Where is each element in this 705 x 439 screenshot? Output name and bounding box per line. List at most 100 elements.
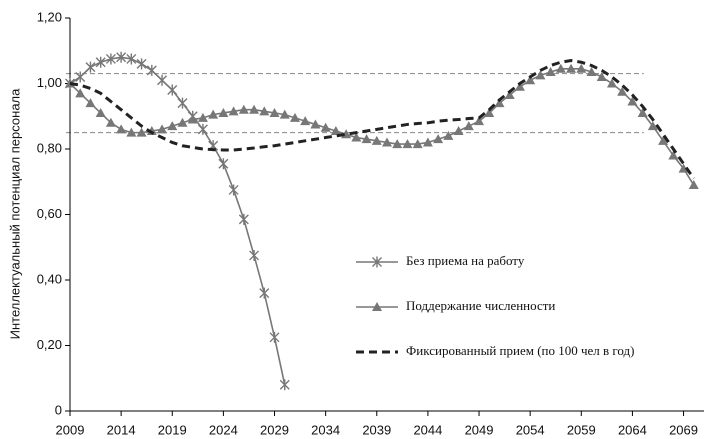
- data-point: [279, 109, 290, 119]
- asterisk-stroke: [279, 379, 290, 391]
- x-tick-label: 2044: [413, 422, 442, 437]
- y-tick-label: 0,40: [37, 271, 62, 286]
- data-point: [249, 249, 260, 261]
- asterisk-stroke: [167, 84, 178, 96]
- data-point: [443, 130, 454, 140]
- legend-label: Поддержание численности: [406, 298, 555, 313]
- data-point: [555, 63, 566, 73]
- data-point: [218, 158, 229, 170]
- data-point: [453, 125, 464, 135]
- data-point: [504, 89, 515, 99]
- data-point: [208, 109, 219, 119]
- data-point: [617, 86, 628, 96]
- data-point: [269, 331, 280, 343]
- data-point: [300, 116, 311, 126]
- asterisk-stroke: [238, 213, 249, 225]
- x-tick-label: 2054: [516, 422, 545, 437]
- legend-label: Фиксированный прием (по 100 чел в год): [406, 343, 635, 358]
- data-point: [95, 107, 106, 117]
- data-point: [259, 106, 270, 116]
- data-point: [494, 98, 505, 108]
- data-point: [658, 135, 669, 145]
- x-tick-label: 2019: [158, 422, 187, 437]
- asterisk-stroke: [177, 97, 188, 109]
- data-point: [177, 97, 188, 109]
- x-tick-label: 2009: [56, 422, 85, 437]
- data-point: [197, 123, 208, 135]
- y-tick-label: 0,20: [37, 337, 62, 352]
- y-tick-label: 0,80: [37, 140, 62, 155]
- data-point: [157, 124, 168, 134]
- data-point: [75, 88, 86, 98]
- x-tick-label: 2069: [669, 422, 698, 437]
- legend-marker: [372, 302, 382, 311]
- data-point: [105, 53, 116, 65]
- data-point: [606, 78, 617, 88]
- data-point: [279, 379, 290, 391]
- y-tick-label: 1,20: [37, 9, 62, 24]
- data-point: [259, 287, 270, 299]
- data-point: [218, 107, 229, 117]
- data-point: [330, 125, 341, 135]
- data-point: [361, 134, 372, 144]
- series-line: [69, 56, 286, 385]
- x-tick-label: 2024: [209, 422, 238, 437]
- data-point: [320, 122, 331, 132]
- data-point: [371, 135, 382, 145]
- data-point: [116, 124, 127, 134]
- data-point: [238, 104, 249, 114]
- data-point: [310, 119, 321, 129]
- data-point: [412, 139, 423, 149]
- x-tick-label: 2029: [260, 422, 289, 437]
- asterisk-stroke: [85, 61, 96, 73]
- asterisk-stroke: [136, 58, 147, 70]
- asterisk-stroke: [75, 71, 86, 83]
- data-point: [514, 81, 525, 91]
- data-point: [392, 139, 403, 149]
- data-point: [566, 63, 577, 73]
- data-point: [167, 121, 178, 131]
- asterisk-stroke: [146, 64, 157, 76]
- data-point: [382, 137, 392, 147]
- data-point: [177, 117, 188, 127]
- asterisk-stroke: [116, 51, 127, 63]
- asterisk-stroke: [218, 158, 229, 170]
- data-point: [647, 121, 658, 131]
- data-point: [269, 107, 280, 117]
- x-tick-label: 2039: [362, 422, 391, 437]
- x-tick-label: 2064: [618, 422, 647, 437]
- data-point: [637, 107, 648, 117]
- x-tick-label: 2049: [465, 422, 494, 437]
- asterisk-stroke: [249, 249, 260, 261]
- asterisk-stroke: [259, 287, 270, 299]
- legend-marker: [372, 256, 382, 268]
- data-point: [402, 139, 413, 149]
- asterisk-stroke: [372, 256, 382, 268]
- data-point: [85, 61, 96, 73]
- asterisk-stroke: [197, 123, 208, 135]
- x-tick-label: 2059: [567, 422, 596, 437]
- asterisk-stroke: [95, 56, 106, 68]
- data-point: [75, 71, 86, 83]
- data-point: [105, 117, 116, 127]
- data-point: [576, 63, 587, 73]
- data-point: [126, 53, 137, 65]
- data-point: [126, 127, 137, 137]
- asterisk-stroke: [157, 74, 168, 86]
- data-point: [627, 96, 638, 106]
- data-point: [238, 213, 249, 225]
- data-point: [157, 74, 168, 86]
- data-point: [678, 163, 689, 173]
- data-point: [95, 56, 106, 68]
- data-point: [228, 106, 239, 116]
- asterisk-stroke: [228, 184, 239, 196]
- data-point: [85, 98, 96, 108]
- asterisk-stroke: [105, 53, 116, 65]
- y-axis-label: Интеллектуальный потенциал персонала: [7, 88, 22, 340]
- data-point: [474, 116, 485, 126]
- y-tick-label: 0: [55, 402, 62, 417]
- data-point: [187, 114, 198, 124]
- data-point: [289, 112, 300, 122]
- data-point: [463, 121, 474, 131]
